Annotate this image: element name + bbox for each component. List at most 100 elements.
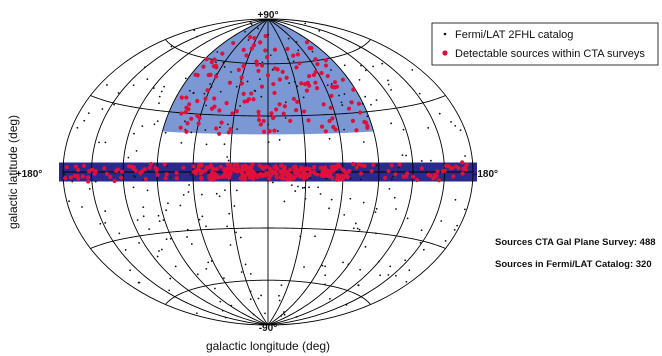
cta-point bbox=[354, 165, 359, 170]
fermi-point bbox=[133, 174, 136, 177]
fermi-point bbox=[99, 222, 102, 225]
cta-point bbox=[235, 169, 240, 174]
fermi-point bbox=[129, 269, 132, 272]
cta-point bbox=[219, 120, 224, 125]
cta-point bbox=[311, 170, 316, 175]
fermi-point bbox=[420, 229, 423, 232]
fermi-point bbox=[218, 195, 221, 198]
cta-point bbox=[209, 106, 215, 111]
cta-point bbox=[258, 122, 263, 127]
cta-point bbox=[337, 164, 342, 169]
cta-point bbox=[174, 170, 179, 175]
cta-point bbox=[315, 172, 320, 177]
cta-point bbox=[86, 179, 91, 184]
cta-point bbox=[249, 165, 254, 170]
cta-point bbox=[178, 125, 183, 130]
fermi-point bbox=[420, 160, 423, 162]
cta-point bbox=[222, 166, 227, 172]
fermi-point bbox=[132, 186, 135, 189]
cta-point bbox=[365, 125, 370, 130]
fermi-point bbox=[390, 122, 393, 125]
fermi-point bbox=[76, 126, 79, 129]
cta-point bbox=[241, 63, 246, 69]
cta-point bbox=[324, 173, 329, 178]
parallel-line bbox=[165, 39, 371, 65]
fermi-point bbox=[142, 206, 145, 209]
fermi-point bbox=[193, 29, 196, 32]
fermi-point bbox=[157, 214, 160, 217]
fermi-point bbox=[419, 241, 422, 244]
cta-point bbox=[238, 176, 243, 181]
fermi-point bbox=[456, 224, 458, 227]
cta-point bbox=[216, 175, 221, 180]
fermi-point bbox=[267, 33, 270, 36]
fermi-point bbox=[209, 83, 211, 85]
fermi-point bbox=[374, 211, 377, 214]
fermi-point bbox=[324, 265, 327, 268]
fermi-point bbox=[464, 208, 466, 211]
cta-point bbox=[345, 175, 350, 180]
fermi-point bbox=[349, 197, 352, 200]
cta-point bbox=[369, 169, 374, 174]
cta-point bbox=[340, 77, 346, 82]
cta-point bbox=[249, 91, 254, 96]
cta-point bbox=[154, 167, 159, 172]
fermi-point bbox=[229, 244, 232, 246]
fermi-source-points bbox=[63, 21, 466, 319]
cta-point bbox=[239, 75, 244, 80]
fermi-point bbox=[146, 78, 149, 81]
cta-point bbox=[356, 101, 362, 106]
cta-point bbox=[256, 173, 261, 178]
fermi-point bbox=[258, 78, 261, 81]
cta-point bbox=[371, 162, 376, 167]
fermi-point bbox=[362, 141, 365, 143]
cta-point bbox=[183, 110, 188, 115]
fermi-point bbox=[393, 196, 396, 199]
fermi-point bbox=[453, 229, 456, 231]
fermi-point bbox=[249, 290, 252, 293]
cta-point bbox=[222, 172, 228, 178]
cta-point bbox=[81, 163, 87, 168]
cta-point bbox=[269, 111, 274, 116]
fermi-point bbox=[328, 207, 330, 210]
cta-point bbox=[285, 177, 290, 182]
fermi-point bbox=[311, 50, 314, 53]
cta-point bbox=[319, 71, 324, 76]
fermi-point bbox=[179, 204, 182, 207]
cta-point bbox=[220, 51, 225, 56]
cta-point bbox=[274, 107, 279, 112]
fermi-point bbox=[235, 85, 238, 88]
fermi-point bbox=[395, 208, 397, 210]
cta-point bbox=[463, 164, 468, 169]
fermi-point bbox=[362, 201, 365, 204]
cta-point bbox=[346, 106, 352, 111]
cta-point bbox=[334, 177, 339, 182]
cta-point bbox=[212, 57, 217, 62]
fermi-point bbox=[287, 37, 290, 40]
fermi-point bbox=[296, 85, 299, 88]
fermi-point bbox=[302, 96, 305, 99]
fermi-point bbox=[192, 92, 195, 94]
cta-point bbox=[63, 176, 68, 181]
fermi-point bbox=[309, 177, 312, 179]
cta-point bbox=[231, 167, 236, 172]
cta-point bbox=[278, 175, 283, 180]
fermi-point bbox=[186, 236, 188, 238]
cta-point bbox=[272, 128, 277, 133]
cta-point bbox=[102, 166, 107, 171]
cta-point bbox=[419, 166, 425, 171]
cta-point bbox=[270, 115, 276, 121]
cta-point bbox=[261, 118, 266, 124]
fermi-point bbox=[117, 92, 120, 94]
fermi-point bbox=[406, 217, 409, 220]
fermi-point bbox=[260, 95, 263, 98]
fermi-point bbox=[391, 175, 394, 178]
cta-point bbox=[324, 168, 329, 173]
cta-point bbox=[163, 176, 168, 181]
cta-point bbox=[313, 57, 318, 62]
cta-point bbox=[325, 73, 330, 79]
fermi-point bbox=[106, 84, 108, 86]
cta-point bbox=[267, 129, 272, 134]
fermi-point bbox=[278, 299, 281, 302]
cta-point bbox=[436, 178, 442, 183]
